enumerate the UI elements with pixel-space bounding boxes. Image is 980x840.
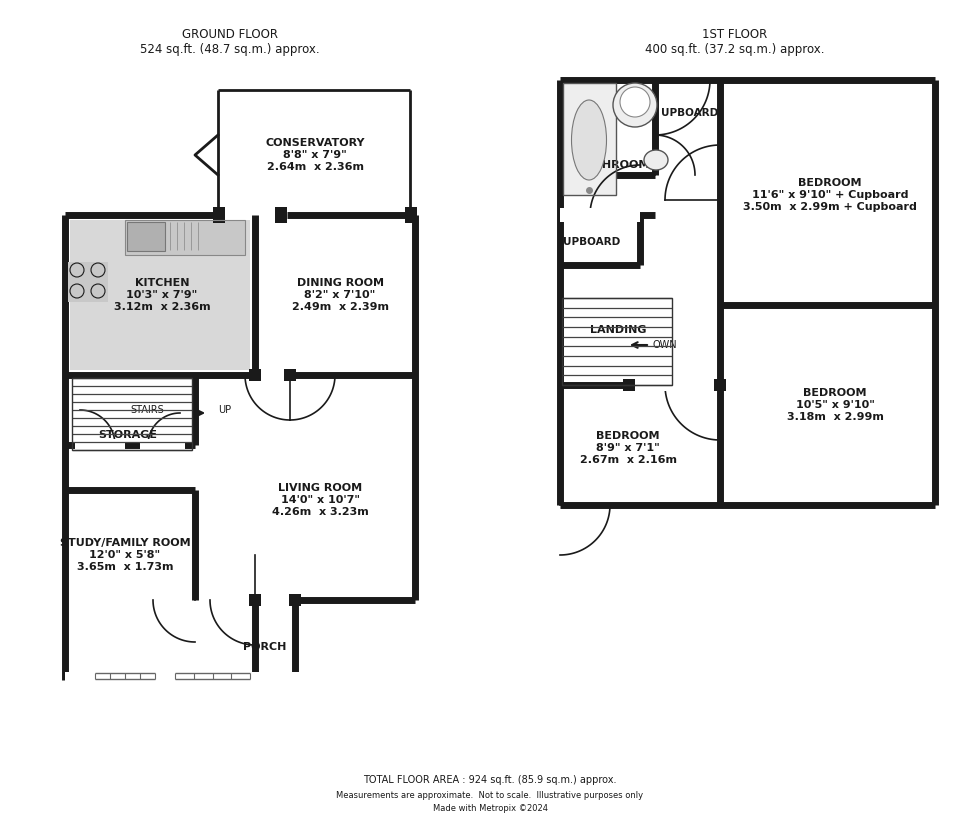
Text: Measurements are approximate.  Not to scale.  Illustrative purposes only: Measurements are approximate. Not to sca… <box>336 791 644 800</box>
Bar <box>65 672 360 684</box>
Bar <box>72 378 192 450</box>
Text: GROUND FLOOR
524 sq.ft. (48.7 sq.m.) approx.: GROUND FLOOR 524 sq.ft. (48.7 sq.m.) app… <box>140 28 319 56</box>
Bar <box>75 439 125 451</box>
Bar <box>95 672 155 684</box>
Bar <box>140 439 185 451</box>
Text: UPBOARD: UPBOARD <box>564 237 620 247</box>
Text: KITCHEN
10'3" x 7'9"
3.12m  x 2.36m: KITCHEN 10'3" x 7'9" 3.12m x 2.36m <box>114 278 211 312</box>
Bar <box>289 594 301 606</box>
Ellipse shape <box>571 100 607 180</box>
Text: BEDROOM
8'9" x 7'1"
2.67m  x 2.16m: BEDROOM 8'9" x 7'1" 2.67m x 2.16m <box>579 432 676 465</box>
Text: 1ST FLOOR
400 sq.ft. (37.2 sq.m.) approx.: 1ST FLOOR 400 sq.ft. (37.2 sq.m.) approx… <box>645 28 825 56</box>
Bar <box>213 207 225 223</box>
Bar <box>563 83 616 195</box>
Text: UPBOARD: UPBOARD <box>662 108 718 118</box>
Bar <box>563 83 616 195</box>
Text: LIVING ROOM
14'0" x 10'7"
4.26m  x 3.23m: LIVING ROOM 14'0" x 10'7" 4.26m x 3.23m <box>271 483 368 517</box>
Bar <box>125 220 245 255</box>
Bar <box>68 262 108 302</box>
Bar <box>70 220 250 370</box>
Bar <box>562 298 672 385</box>
Text: LANDING: LANDING <box>590 325 646 335</box>
Bar <box>623 379 635 391</box>
Text: UP: UP <box>219 405 231 415</box>
Text: STORAGE: STORAGE <box>99 430 158 440</box>
Bar <box>714 379 726 391</box>
Bar <box>629 379 726 391</box>
Text: Made with Metropix ©2024: Made with Metropix ©2024 <box>432 804 548 813</box>
Bar <box>125 220 245 255</box>
Bar <box>284 369 296 381</box>
Text: PORCH: PORCH <box>243 642 287 652</box>
Bar <box>127 222 165 251</box>
Bar <box>127 222 165 251</box>
Bar <box>560 208 640 222</box>
Bar <box>175 672 250 684</box>
Ellipse shape <box>644 150 668 170</box>
Text: BEDROOM
10'5" x 9'10"
3.18m  x 2.99m: BEDROOM 10'5" x 9'10" 3.18m x 2.99m <box>787 388 883 422</box>
Circle shape <box>620 87 650 117</box>
Bar <box>249 369 261 381</box>
Text: TOTAL FLOOR AREA : 924 sq.ft. (85.9 sq.m.) approx.: TOTAL FLOOR AREA : 924 sq.ft. (85.9 sq.m… <box>364 775 616 785</box>
Bar <box>275 207 287 223</box>
Text: BATHROOM: BATHROOM <box>578 160 650 170</box>
Text: STUDY/FAMILY ROOM
12'0" x 5'8"
3.65m  x 1.73m: STUDY/FAMILY ROOM 12'0" x 5'8" 3.65m x 1… <box>60 538 190 571</box>
Bar <box>405 207 417 223</box>
Text: DINING ROOM
8'2" x 7'10"
2.49m  x 2.39m: DINING ROOM 8'2" x 7'10" 2.49m x 2.39m <box>291 278 388 312</box>
Text: STAIRS: STAIRS <box>130 405 164 415</box>
Text: OWN: OWN <box>653 340 677 350</box>
Circle shape <box>613 83 657 127</box>
Text: BEDROOM
11'6" x 9'10" + Cupboard
3.50m  x 2.99m + Cupboard: BEDROOM 11'6" x 9'10" + Cupboard 3.50m x… <box>743 178 917 212</box>
Bar <box>249 594 261 606</box>
Text: CONSERVATORY
8'8" x 7'9"
2.64m  x 2.36m: CONSERVATORY 8'8" x 7'9" 2.64m x 2.36m <box>266 139 365 171</box>
